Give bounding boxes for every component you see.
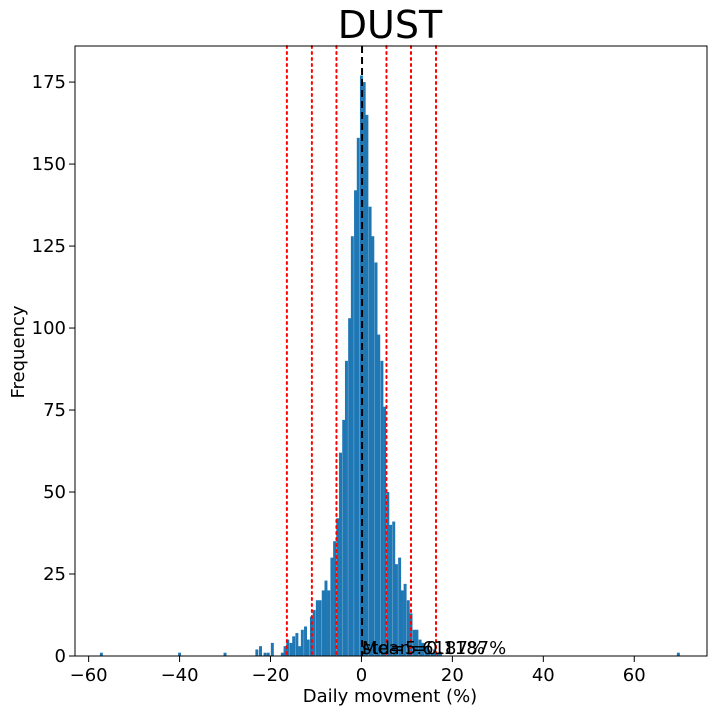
histogram-bar xyxy=(350,236,354,656)
histogram-bars xyxy=(99,75,680,657)
histogram-bar xyxy=(344,360,348,656)
x-tick-label: 0 xyxy=(356,665,367,686)
x-tick-label: 20 xyxy=(441,665,464,686)
y-tick-label: 100 xyxy=(32,318,66,339)
histogram-bar xyxy=(418,639,422,656)
y-axis-ticks: 0 25 50 75 100 125 150 175 xyxy=(32,72,75,667)
y-tick-label: 150 xyxy=(32,154,66,175)
x-axis-ticks: −60 −40 −20 0 20 40 60 xyxy=(70,656,646,686)
histogram-bar xyxy=(342,419,346,656)
histogram-bar xyxy=(259,646,262,656)
histogram-bar xyxy=(365,114,369,656)
x-tick-label: 60 xyxy=(623,665,646,686)
histogram-bar xyxy=(263,652,267,656)
histogram-bar xyxy=(430,652,434,656)
histogram-bar xyxy=(327,590,331,656)
histogram-bar xyxy=(406,600,410,656)
histogram-bar xyxy=(318,600,322,656)
histogram-bar xyxy=(433,649,437,656)
histogram-bar xyxy=(356,137,360,657)
histogram-bar xyxy=(270,642,274,656)
histogram-bar xyxy=(283,646,287,656)
histogram-bar xyxy=(676,652,680,656)
histogram-bar xyxy=(306,639,310,656)
histogram-bar xyxy=(304,626,307,656)
histogram-bar xyxy=(424,646,428,656)
histogram-bar xyxy=(324,580,328,656)
annotations: Mean=0.1187%std=5.6187% xyxy=(362,638,506,659)
reference-lines xyxy=(285,45,438,657)
histogram-bar xyxy=(99,652,103,656)
histogram-bar xyxy=(436,652,440,656)
x-tick-label: 40 xyxy=(532,665,555,686)
y-tick-label: 25 xyxy=(43,564,66,585)
y-tick-label: 175 xyxy=(32,72,66,93)
histogram-bar xyxy=(415,629,419,656)
x-tick-label: −60 xyxy=(70,665,108,686)
histogram-bar xyxy=(300,629,304,656)
histogram-bar xyxy=(374,262,378,656)
histogram-bar xyxy=(292,636,296,656)
histogram-bar xyxy=(427,649,431,656)
chart-title: DUST xyxy=(338,3,443,47)
histogram-bar xyxy=(312,610,316,656)
histogram-bar xyxy=(348,318,352,656)
histogram-bar xyxy=(354,190,358,656)
histogram-bar xyxy=(371,236,375,656)
histogram-bar xyxy=(394,564,398,656)
histogram-bar xyxy=(178,652,182,656)
histogram-bar xyxy=(403,583,407,656)
histogram-bar xyxy=(330,557,334,656)
x-tick-label: −20 xyxy=(252,665,290,686)
histogram-bar xyxy=(439,652,443,656)
histogram-bar xyxy=(389,524,393,656)
histogram-bar xyxy=(295,633,299,656)
histogram-bar xyxy=(336,518,340,656)
histogram-bar xyxy=(321,590,325,656)
histogram-bar xyxy=(255,649,259,656)
histogram-bar xyxy=(289,642,293,656)
histogram-bar xyxy=(339,452,343,656)
histogram-bar xyxy=(223,652,227,656)
histogram-bar xyxy=(280,652,284,656)
mean-annotation: Mean=0.1187% xyxy=(362,638,506,659)
histogram-bar xyxy=(400,590,404,656)
x-tick-label: −40 xyxy=(161,665,199,686)
y-tick-label: 50 xyxy=(43,482,66,503)
histogram-bar xyxy=(377,334,381,656)
histogram-bar xyxy=(315,600,319,656)
histogram-bar xyxy=(368,206,372,657)
histogram-bar xyxy=(398,557,402,656)
y-tick-label: 0 xyxy=(55,646,66,667)
y-axis-label: Frequency xyxy=(8,305,29,398)
histogram-bar xyxy=(412,629,416,656)
histogram-bar xyxy=(298,646,302,656)
std-annotation: std=5.6187% xyxy=(362,638,485,659)
histogram-bar xyxy=(383,406,387,656)
histogram-bar xyxy=(392,521,396,656)
histogram-bar xyxy=(421,642,425,656)
histogram-bar xyxy=(362,82,366,657)
y-tick-label: 125 xyxy=(32,236,66,257)
histogram-bar xyxy=(386,492,390,656)
histogram-bar xyxy=(380,360,384,656)
histogram-bar xyxy=(333,541,337,656)
plot-frame xyxy=(74,45,708,657)
histogram-bar xyxy=(266,652,270,656)
y-tick-label: 75 xyxy=(43,400,66,421)
x-axis-label: Daily movment (%) xyxy=(303,686,477,707)
